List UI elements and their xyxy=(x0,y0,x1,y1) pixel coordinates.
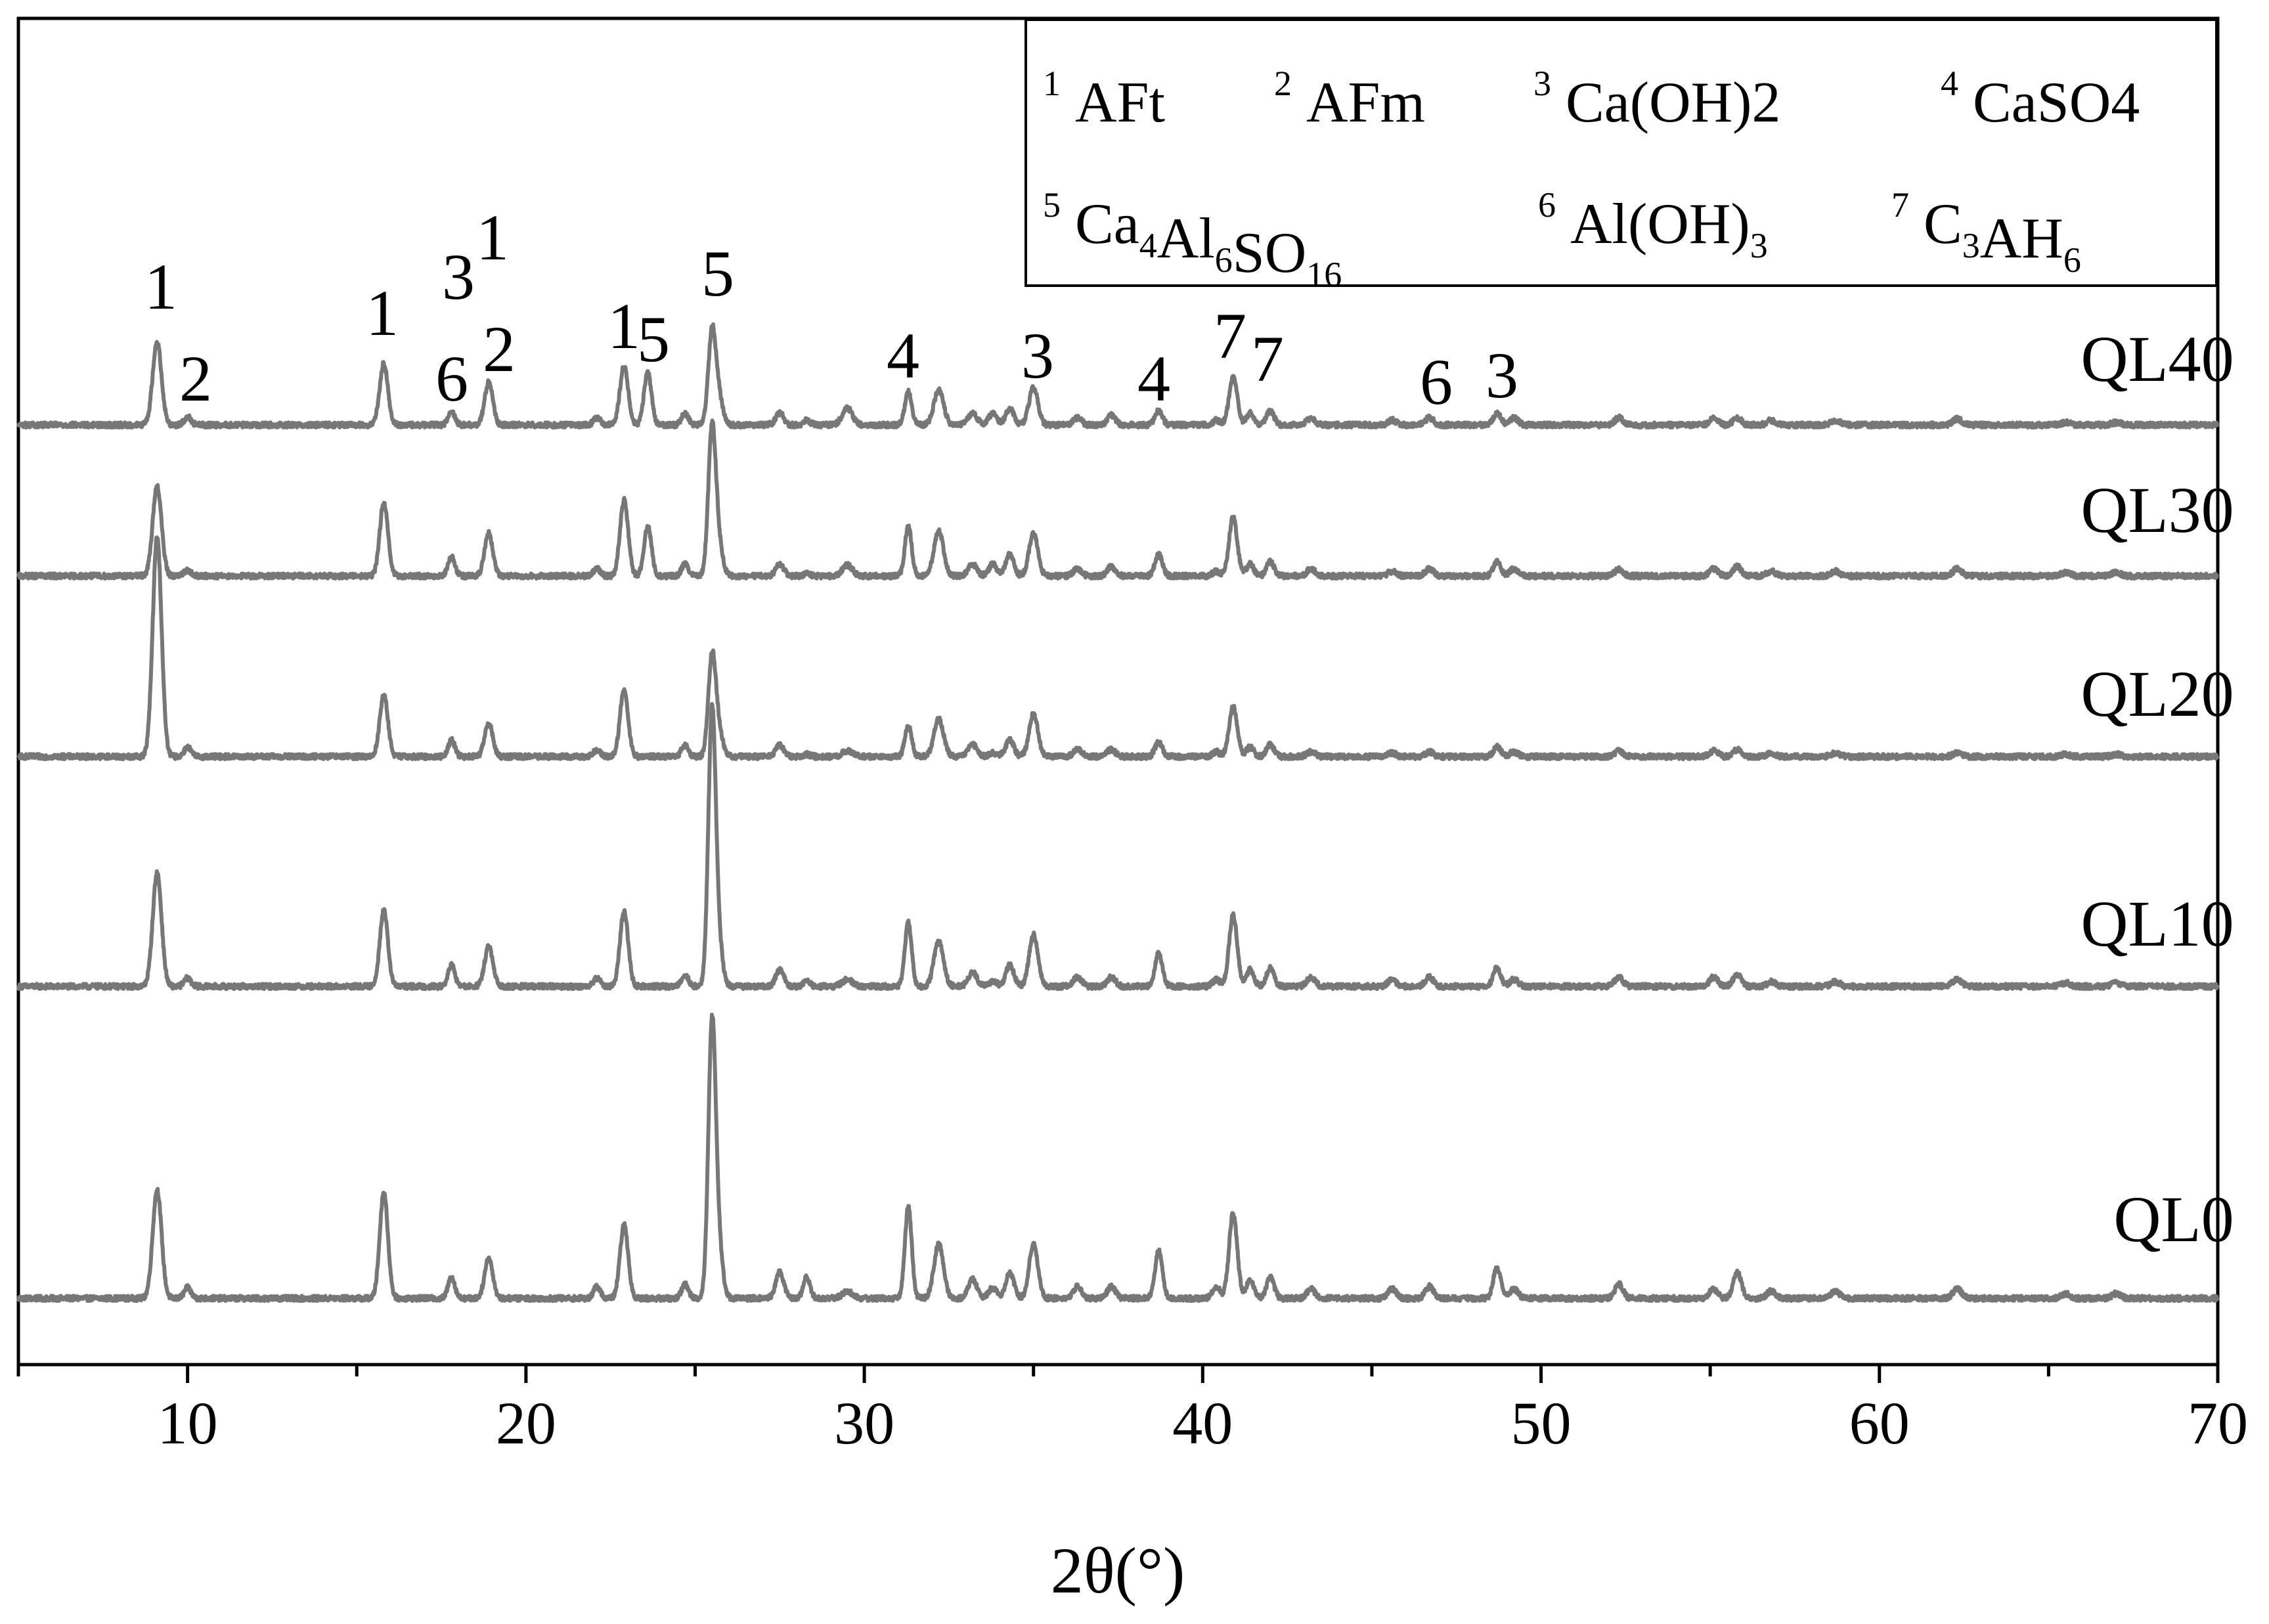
peak-label: 3 xyxy=(1486,339,1518,412)
peak-label: 6 xyxy=(1420,345,1453,418)
series-label-ql20: QL20 xyxy=(2081,657,2234,730)
legend-number: 5 xyxy=(1043,185,1061,225)
x-axis: 10 20 30 40 50 60 70 xyxy=(16,1365,2248,1457)
peak-label: 7 xyxy=(1251,322,1284,395)
x-tick-label: 60 xyxy=(1849,1390,1910,1457)
legend-entry: 7 C3AH6 xyxy=(1891,185,2081,280)
legend-number: 3 xyxy=(1533,64,1551,103)
legend-number: 4 xyxy=(1941,64,1958,103)
series-labels: QL0 QL10 QL20 QL30 QL40 xyxy=(2081,322,2234,1256)
legend-entry: 1 AFt xyxy=(1043,64,1165,135)
peak-label: 1 xyxy=(366,276,399,349)
legend-number: 6 xyxy=(1538,185,1556,225)
peak-label: 1 xyxy=(144,250,177,323)
series-line-ql20 xyxy=(16,535,2220,762)
legend-number: 2 xyxy=(1274,64,1292,103)
legend-entry: 4 CaSO4 xyxy=(1941,64,2140,135)
peak-label: 6 xyxy=(435,342,468,415)
peak-label: 7 xyxy=(1214,299,1246,372)
x-tick-label: 70 xyxy=(2188,1390,2248,1457)
peak-label: 5 xyxy=(701,237,734,310)
series-line-ql0 xyxy=(16,1013,2220,1304)
peak-label: 4 xyxy=(887,319,919,392)
series-label-ql30: QL30 xyxy=(2081,473,2234,546)
series-label-ql40: QL40 xyxy=(2081,322,2234,395)
legend-entry: 6 Al(OH)3 xyxy=(1538,185,1768,265)
x-tick-label: 10 xyxy=(158,1390,218,1457)
series-layer xyxy=(16,322,2220,1304)
peak-label: 1 xyxy=(607,290,640,362)
series-line-ql10 xyxy=(16,702,2220,992)
x-tick-label: 20 xyxy=(496,1390,556,1457)
peak-label: 2 xyxy=(179,342,212,415)
peak-label: 1 xyxy=(476,201,509,274)
peak-label: 4 xyxy=(1137,342,1170,415)
peak-label: 3 xyxy=(442,240,475,313)
legend-box xyxy=(1024,18,2218,287)
series-line-ql30 xyxy=(16,418,2219,581)
legend-number: 7 xyxy=(1891,185,1909,225)
x-tick-label: 40 xyxy=(1172,1390,1233,1457)
series-label-ql0: QL0 xyxy=(2113,1183,2234,1256)
series-label-ql10: QL10 xyxy=(2081,887,2234,960)
legend-entry: 2 AFm xyxy=(1274,64,1425,135)
legend-entry: 5 Ca4Al6SO16 xyxy=(1043,185,1342,294)
legend: 1 AFt 2 AFm 3 Ca(OH)2 4 CaSO4 5 Ca4Al6SO16 6 Al(OH)… xyxy=(1024,18,2218,294)
legend-entry: 3 Ca(OH)2 xyxy=(1533,64,1780,135)
peak-label: 3 xyxy=(1021,319,1054,392)
series-line-ql40 xyxy=(16,322,2220,430)
x-tick-label: 30 xyxy=(834,1390,894,1457)
peak-label: 2 xyxy=(483,313,516,385)
peak-label: 5 xyxy=(637,303,670,376)
x-axis-title: 2θ(°) xyxy=(1051,1534,1185,1607)
x-tick-label: 50 xyxy=(1511,1390,1572,1457)
legend-number: 1 xyxy=(1043,64,1061,103)
